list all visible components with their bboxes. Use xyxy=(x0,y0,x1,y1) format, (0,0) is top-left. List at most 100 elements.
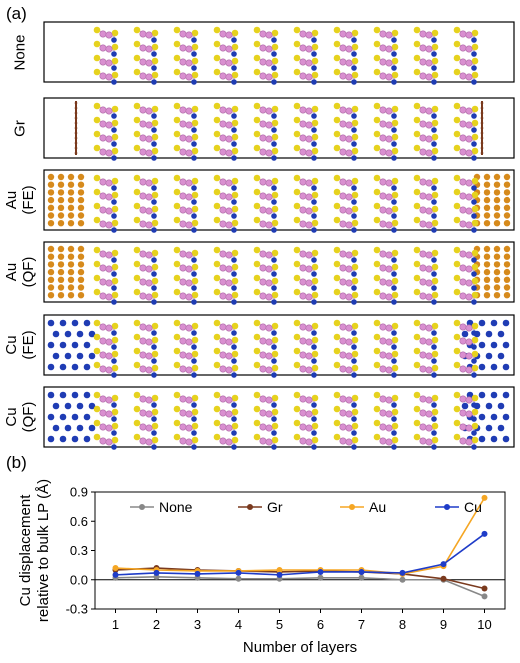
copper-atom xyxy=(431,213,437,219)
graphene-atom xyxy=(74,121,78,125)
sulfur-atom xyxy=(111,105,119,113)
sulfur-atom xyxy=(293,347,301,355)
sulfur-atom xyxy=(431,105,439,113)
indium-atom xyxy=(225,107,233,115)
gold-atom xyxy=(493,268,501,276)
sulfur-atom xyxy=(453,174,461,182)
sulfur-atom xyxy=(271,408,279,416)
material-layer xyxy=(333,26,359,85)
sulfur-atom xyxy=(391,249,399,257)
copper-atom xyxy=(151,416,157,422)
data-point xyxy=(440,575,447,582)
sulfur-atom xyxy=(413,144,421,152)
copper-atom xyxy=(191,344,197,350)
copper-atom xyxy=(351,285,357,291)
indium-atom xyxy=(305,149,313,157)
material-layer xyxy=(293,26,319,85)
sulfur-atom xyxy=(173,54,181,62)
sulfur-atom xyxy=(271,119,279,127)
copper-atom xyxy=(391,285,397,291)
y-tick-label: 0.0 xyxy=(70,572,88,587)
copper-atom xyxy=(88,352,96,360)
indium-atom xyxy=(105,438,113,446)
indium-atom xyxy=(185,324,193,332)
sulfur-atom xyxy=(231,147,239,155)
sulfur-atom xyxy=(213,419,221,427)
gold-atom xyxy=(77,173,85,181)
sulfur-atom xyxy=(93,405,101,413)
sulfur-atom xyxy=(271,71,279,79)
copper-atom xyxy=(151,185,157,191)
sulfur-atom xyxy=(311,71,319,79)
copper-atom xyxy=(191,330,197,336)
gold-atom xyxy=(503,284,511,291)
copper-atom xyxy=(351,113,357,119)
x-tick-label: 4 xyxy=(235,617,242,632)
gold-atom xyxy=(503,268,511,276)
indium-atom xyxy=(225,121,233,129)
sulfur-atom xyxy=(293,202,301,210)
copper-atom xyxy=(111,51,117,57)
sulfur-atom xyxy=(111,57,119,65)
copper-atom xyxy=(471,65,477,71)
sulfur-atom xyxy=(293,288,301,296)
indium-atom xyxy=(305,221,313,229)
indium-atom xyxy=(105,221,113,229)
material-layer xyxy=(333,102,359,161)
sulfur-atom xyxy=(231,133,239,141)
sulfur-atom xyxy=(231,263,239,271)
gold-atom xyxy=(67,268,75,276)
sulfur-atom xyxy=(151,408,159,416)
sulfur-atom xyxy=(231,436,239,444)
sulfur-atom xyxy=(453,202,461,210)
sulfur-atom xyxy=(173,130,181,138)
graphene-atom xyxy=(74,111,78,115)
sulfur-atom xyxy=(311,177,319,185)
copper-atom xyxy=(391,330,397,336)
indium-atom xyxy=(265,107,273,115)
sulfur-atom xyxy=(271,263,279,271)
sulfur-atom xyxy=(213,288,221,296)
gold-atom xyxy=(77,181,85,188)
copper-atom xyxy=(111,416,117,422)
copper-atom xyxy=(271,79,277,85)
gold-atom xyxy=(47,276,55,283)
sulfur-atom xyxy=(93,246,101,254)
y-axis-label: Cu displacement relative to bulk LP (Å) xyxy=(17,479,52,622)
copper-atom xyxy=(461,402,469,410)
copper-atom xyxy=(490,391,498,399)
sulfur-atom xyxy=(191,408,199,416)
indium-atom xyxy=(465,293,473,301)
copper-atom xyxy=(471,213,477,219)
sulfur-atom xyxy=(351,205,359,213)
sulfur-atom xyxy=(333,116,341,124)
copper-atom xyxy=(271,127,277,133)
sulfur-atom xyxy=(133,333,141,341)
indium-atom xyxy=(385,31,393,39)
sulfur-atom xyxy=(471,336,479,344)
gold-atom xyxy=(77,220,85,227)
indium-atom xyxy=(145,135,153,143)
sulfur-atom xyxy=(351,394,359,402)
copper-atom xyxy=(271,141,277,147)
sulfur-atom xyxy=(213,40,221,48)
copper-atom xyxy=(151,344,157,350)
copper-atom xyxy=(231,51,237,57)
indium-atom xyxy=(265,410,273,418)
copper-atom xyxy=(485,402,493,410)
copper-atom xyxy=(271,299,277,305)
structure-row xyxy=(43,21,515,85)
indium-atom xyxy=(465,410,473,418)
copper-atom xyxy=(151,141,157,147)
sulfur-atom xyxy=(231,43,239,51)
sulfur-atom xyxy=(151,205,159,213)
sulfur-atom xyxy=(293,419,301,427)
copper-atom xyxy=(311,37,317,43)
copper-atom xyxy=(461,330,469,338)
copper-atom xyxy=(471,444,477,450)
copper-atom xyxy=(231,299,237,305)
indium-atom xyxy=(265,135,273,143)
indium-atom xyxy=(185,207,193,215)
gold-atom xyxy=(47,292,55,299)
sulfur-atom xyxy=(93,333,101,341)
